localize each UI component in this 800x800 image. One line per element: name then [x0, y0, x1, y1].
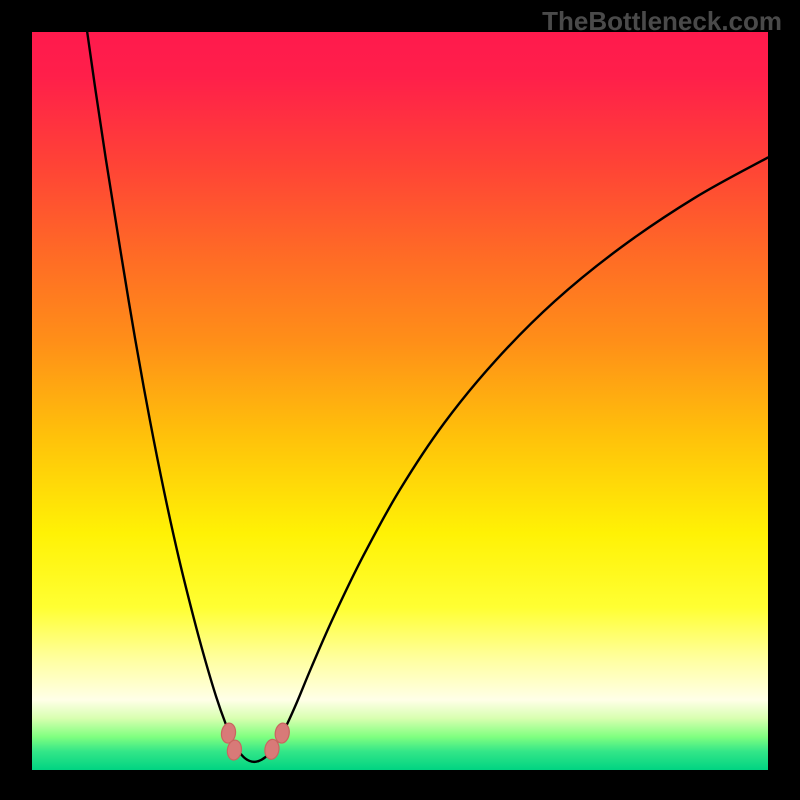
chart-svg [32, 32, 768, 770]
plot-area [32, 32, 768, 770]
watermark-text: TheBottleneck.com [542, 6, 782, 37]
gradient-background [32, 32, 768, 770]
